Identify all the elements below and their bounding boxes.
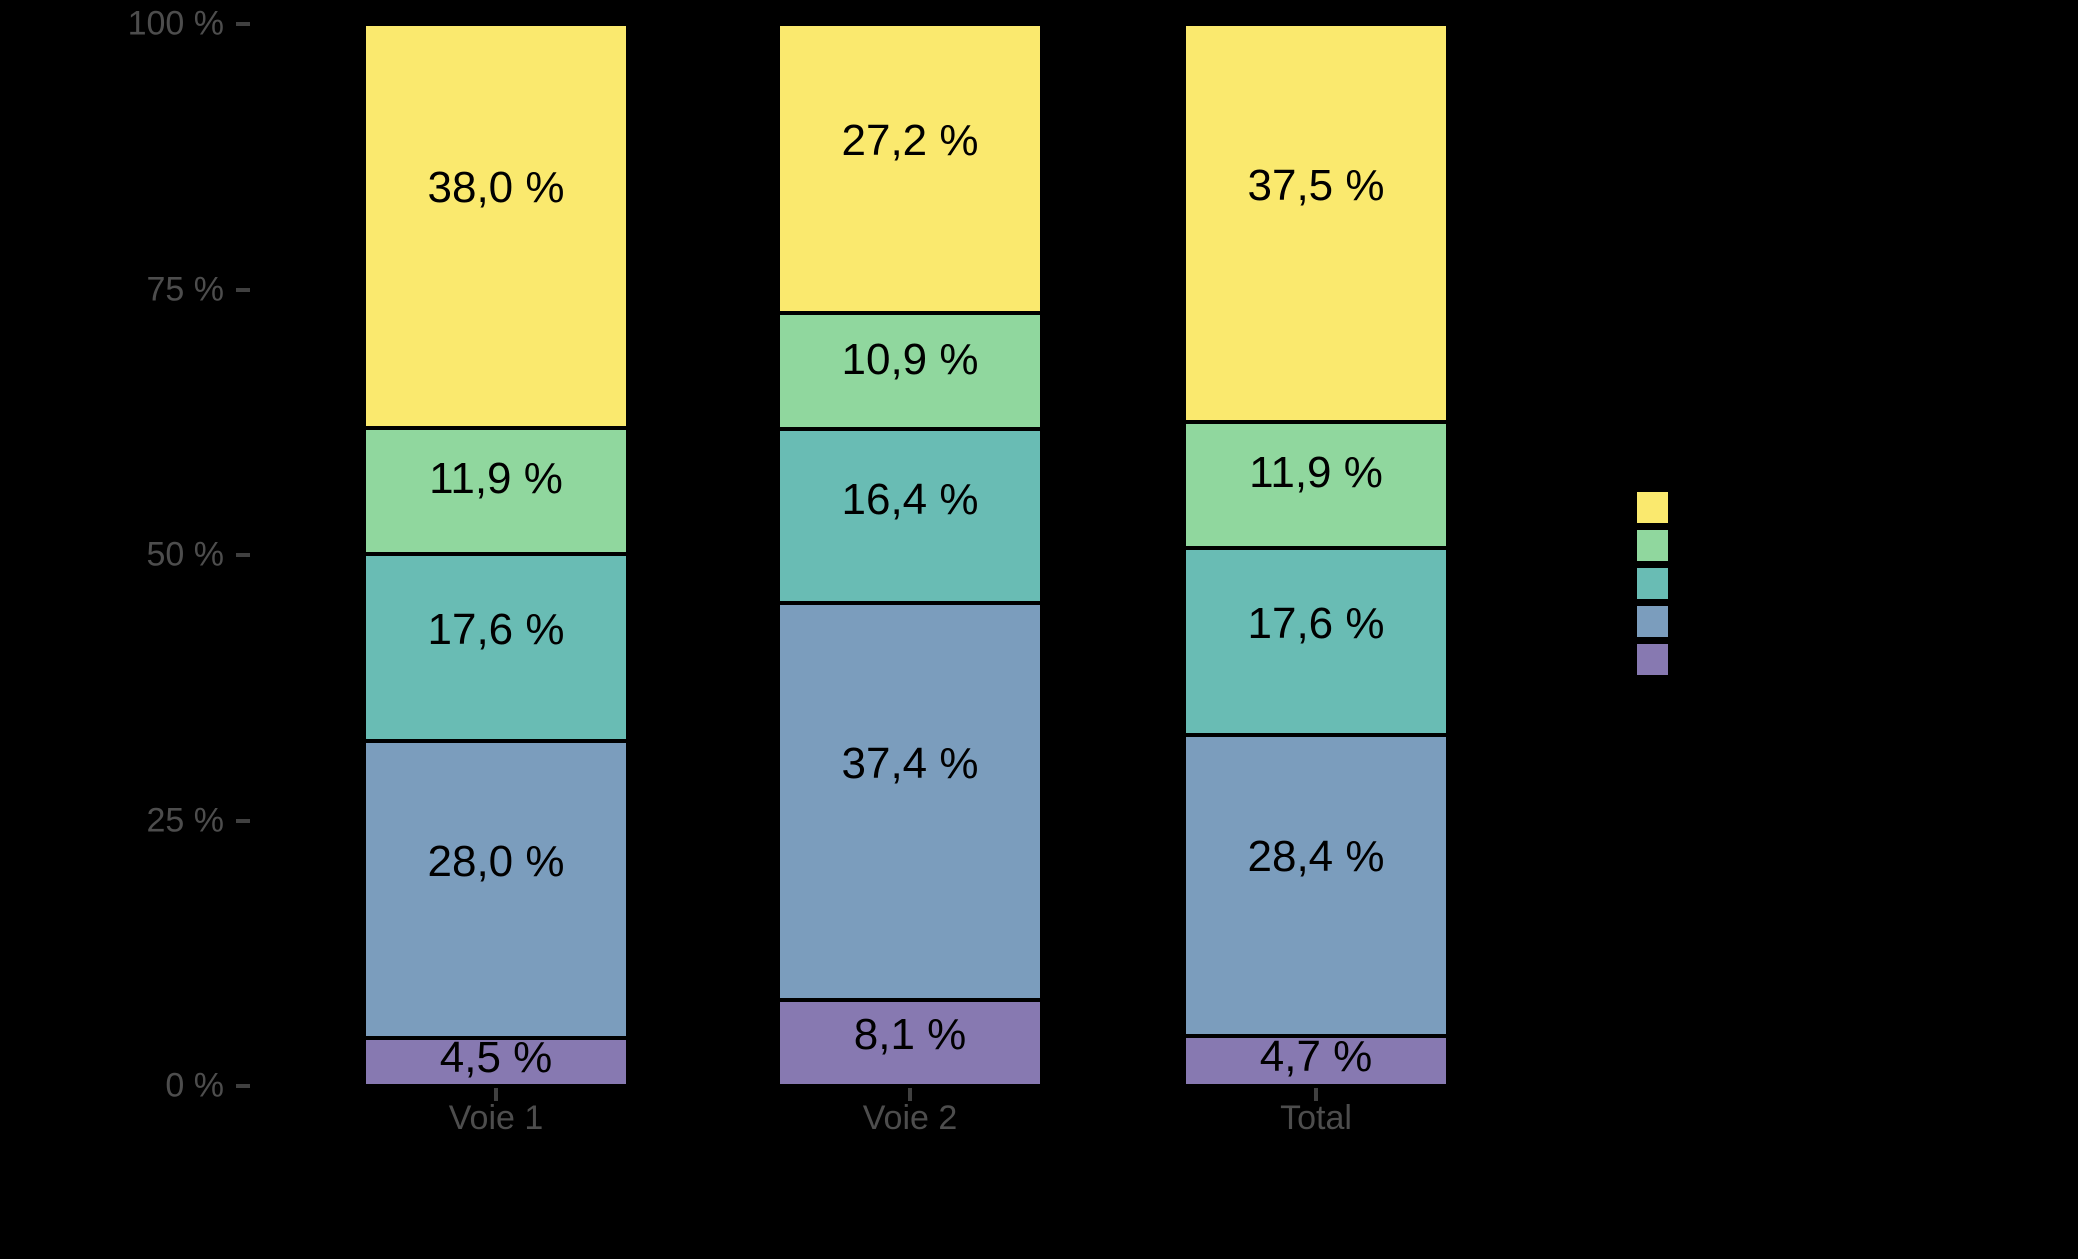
x-axis-label: Voie 2: [862, 1099, 958, 1137]
y-axis-label: 25 %: [146, 801, 225, 839]
x-axis-tick: [1314, 1088, 1318, 1101]
y-axis-tick: [236, 818, 250, 823]
bar-segment-purple: 4,5 %: [364, 1032, 628, 1086]
bar-segment-label: 28,4 %: [1247, 832, 1385, 882]
bar-segment-label: 37,4 %: [841, 738, 979, 788]
stacked-bar-3: 37,5 % 11,9 % 17,6 % 28,4 % 4,7 %: [1184, 24, 1448, 1086]
legend-key-yellow: [1635, 490, 1670, 525]
y-axis-tick: [236, 553, 250, 557]
legend-key-blue: [1635, 604, 1670, 639]
bar-segment-purple: 8,1 %: [778, 999, 1042, 1086]
bar-segment-teal: 17,6 %: [364, 553, 628, 741]
y-axis-label: 50 %: [146, 535, 225, 574]
y-axis-tick: [236, 1084, 250, 1088]
bar-segment-blue: 28,0 %: [364, 740, 628, 1039]
stacked-bar-1: 38,0 % 11,9 % 17,6 % 28,0 % 4,5 %: [364, 24, 628, 1086]
legend-key-purple: [1635, 642, 1670, 677]
y-axis-label: 0 %: [165, 1066, 224, 1105]
bar-segment-green: 11,9 %: [1184, 421, 1448, 549]
legend-key-teal: [1635, 566, 1670, 601]
bar-segment-green: 11,9 %: [364, 427, 628, 554]
x-axis-label: Total: [1280, 1099, 1352, 1137]
y-axis-tick: [236, 22, 250, 26]
bar-segment-yellow: 37,5 %: [1184, 24, 1448, 422]
bar-segment-blue: 28,4 %: [1184, 734, 1448, 1037]
bar-segment-green: 10,9 %: [778, 312, 1042, 429]
x-axis-tick: [494, 1088, 498, 1101]
bar-segment-label: 11,9 %: [429, 454, 563, 503]
bar-segment-label: 4,7 %: [1259, 1031, 1373, 1081]
bar-segment-blue: 37,4 %: [778, 602, 1042, 1000]
x-axis-label: Voie 1: [448, 1099, 544, 1137]
bar-segment-label: 4,5 %: [439, 1032, 553, 1082]
y-axis-label: 100 %: [127, 4, 224, 43]
bar-segment-label: 38,0 %: [427, 162, 565, 212]
bar-segment-label: 11,9 %: [1249, 448, 1383, 498]
bar-segment-label: 10,9 %: [841, 335, 979, 385]
bar-segment-yellow: 27,2 %: [778, 24, 1042, 313]
bar-segment-label: 37,5 %: [1247, 160, 1385, 210]
bar-segment-label: 27,2 %: [841, 116, 979, 166]
bar-segment-label: 17,6 %: [427, 604, 565, 654]
bar-segment-label: 28,0 %: [427, 836, 565, 886]
y-axis-label: 75 %: [146, 270, 225, 308]
bar-segment-label: 8,1 %: [853, 1010, 967, 1060]
bar-segment-teal: 16,4 %: [778, 428, 1042, 603]
bar-segment-label: 17,6 %: [1247, 599, 1385, 648]
bar-segment-label: 16,4 %: [841, 474, 979, 524]
y-axis-tick: [236, 287, 250, 292]
x-axis-tick: [908, 1088, 912, 1101]
stacked-bar-2: 27,2 % 10,9 % 16,4 % 37,4 % 8,1 %: [778, 24, 1042, 1086]
bar-segment-purple: 4,7 %: [1184, 1031, 1448, 1086]
bar-segment-yellow: 38,0 %: [364, 24, 628, 428]
bar-segment-teal: 17,6 %: [1184, 548, 1448, 735]
legend-key-green: [1635, 528, 1670, 563]
